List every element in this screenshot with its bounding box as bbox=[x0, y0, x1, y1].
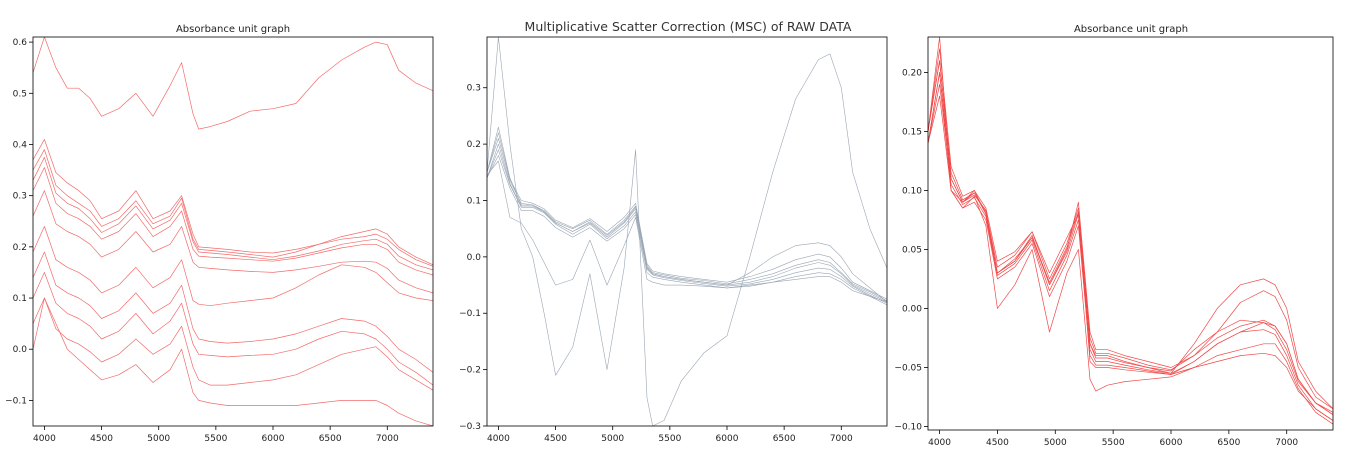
chart-2-x-tick-label: 7000 bbox=[830, 434, 853, 444]
chart-1-y-tick-label: −0.1 bbox=[5, 396, 27, 406]
chart-1-series-6 bbox=[33, 190, 433, 294]
chart-1-x-tick-label: 4500 bbox=[90, 434, 113, 444]
chart-3-x-axis: 4000 4500 5000 5500 6000 6500 7000 bbox=[928, 430, 1298, 448]
chart-2-series-5 bbox=[487, 155, 887, 306]
chart-3-y-tick-label: 0.10 bbox=[902, 186, 922, 196]
chart-1-x-tick-label: 5500 bbox=[204, 434, 227, 444]
chart-2-x-tick-label: 5500 bbox=[658, 434, 681, 444]
chart-1-series-2 bbox=[33, 139, 433, 267]
chart-2-series-8 bbox=[487, 160, 887, 303]
chart-1-series-1 bbox=[33, 37, 433, 130]
chart-2-y-axis: −0.3 −0.2 −0.1 0.0 0.1 0.2 0.3 bbox=[459, 84, 487, 432]
chart-3-y-tick-label: −0.05 bbox=[894, 363, 922, 373]
chart-3-series-group bbox=[928, 37, 1333, 425]
chart-3-series-5 bbox=[928, 95, 1333, 425]
chart-3-y-tick-label: 0.15 bbox=[902, 127, 922, 137]
chart-1-x-tick-label: 6500 bbox=[319, 434, 342, 444]
chart-3-x-tick-label: 5500 bbox=[1102, 438, 1125, 448]
chart-2-y-tick-label: 0.0 bbox=[467, 253, 482, 263]
chart-3-series-2 bbox=[928, 60, 1333, 410]
chart-1-x-tick-label: 4000 bbox=[33, 434, 56, 444]
chart-3-series-3 bbox=[928, 83, 1333, 421]
chart-1-y-tick-label: 0.5 bbox=[13, 89, 27, 99]
chart-1-series-5 bbox=[33, 167, 433, 276]
chart-3-x-tick-label: 7000 bbox=[1275, 438, 1298, 448]
chart-panel-1: Absorbance unit graph 4000 4500 5000 5500 60… bbox=[5, 24, 434, 444]
chart-3-x-tick-label: 6000 bbox=[1160, 438, 1183, 448]
chart-2-series-group bbox=[487, 37, 887, 426]
chart-1-y-tick-label: 0.1 bbox=[13, 294, 27, 304]
chart-2-x-axis: 4000 4500 5000 5500 6000 6500 7000 bbox=[487, 426, 853, 444]
chart-3-series-8 bbox=[928, 60, 1333, 413]
chart-2-title: Multiplicative Scatter Correction (MSC) … bbox=[525, 19, 852, 34]
chart-1-series-10 bbox=[33, 297, 433, 391]
chart-3-plot-frame bbox=[927, 36, 1334, 431]
chart-1-series-7 bbox=[33, 226, 433, 307]
chart-3-x-tick-label: 4500 bbox=[986, 438, 1009, 448]
chart-1-plot-frame bbox=[32, 36, 434, 427]
chart-2-y-tick-label: 0.3 bbox=[467, 84, 481, 94]
chart-1-y-tick-label: 0.4 bbox=[13, 140, 28, 150]
chart-1-y-tick-label: 0.0 bbox=[13, 345, 28, 355]
chart-2-x-tick-label: 6500 bbox=[773, 434, 796, 444]
chart-panel-3: Absorbance unit graph 4000 4500 5000 5500 60… bbox=[894, 24, 1334, 448]
chart-2-x-tick-label: 6000 bbox=[716, 434, 739, 444]
chart-1-y-axis: −0.1 0.0 0.1 0.2 0.3 0.4 0.5 0.6 bbox=[5, 38, 33, 406]
chart-2-series-1 bbox=[487, 143, 887, 303]
chart-3-series-1 bbox=[928, 72, 1333, 415]
chart-2-x-tick-label: 4500 bbox=[544, 434, 567, 444]
chart-1-x-axis: 4000 4500 5000 5500 6000 6500 7000 bbox=[33, 426, 399, 444]
chart-2-y-tick-label: −0.1 bbox=[459, 309, 481, 319]
chart-3-y-tick-label: 0.00 bbox=[902, 304, 922, 314]
chart-2-series-3 bbox=[487, 149, 887, 304]
chart-1-y-tick-label: 0.3 bbox=[13, 192, 27, 202]
chart-3-series-4 bbox=[928, 48, 1333, 410]
chart-3-x-tick-label: 5000 bbox=[1044, 438, 1067, 448]
chart-3-title: Absorbance unit graph bbox=[1074, 24, 1188, 35]
chart-2-x-tick-label: 4000 bbox=[487, 434, 510, 444]
chart-1-x-tick-label: 5000 bbox=[147, 434, 170, 444]
chart-3-y-tick-label: −0.10 bbox=[894, 422, 922, 432]
chart-2-series-6 bbox=[487, 126, 887, 303]
chart-3-x-tick-label: 4000 bbox=[928, 438, 951, 448]
chart-1-title: Absorbance unit graph bbox=[176, 24, 290, 35]
chart-1-series-11 bbox=[33, 297, 433, 426]
chart-2-series-2 bbox=[487, 138, 887, 302]
chart-2-y-tick-label: −0.3 bbox=[459, 422, 481, 432]
chart-3-y-tick-label: 0.20 bbox=[902, 68, 922, 78]
chart-2-y-tick-label: 0.2 bbox=[467, 140, 481, 150]
chart-2-series-4 bbox=[487, 132, 887, 300]
chart-3-y-axis: −0.10 −0.05 0.00 0.05 0.10 0.15 0.20 bbox=[894, 68, 928, 432]
chart-1-series-9 bbox=[33, 272, 433, 386]
chart-1-x-tick-label: 7000 bbox=[376, 434, 399, 444]
chart-1-series-3 bbox=[33, 149, 433, 266]
chart-1-series-4 bbox=[33, 156, 433, 271]
chart-2-series-7 bbox=[487, 37, 887, 426]
chart-1-y-tick-label: 0.2 bbox=[13, 243, 27, 253]
chart-3-x-tick-label: 6500 bbox=[1217, 438, 1240, 448]
chart-1-series-group bbox=[33, 37, 433, 426]
chart-panel-2: Multiplicative Scatter Correction (MSC) … bbox=[459, 19, 888, 444]
chart-1-series-8 bbox=[33, 251, 433, 373]
chart-3-series-7 bbox=[928, 72, 1333, 421]
chart-2-x-tick-label: 5000 bbox=[601, 434, 624, 444]
chart-2-plot-frame bbox=[486, 36, 888, 427]
chart-1-y-tick-label: 0.6 bbox=[13, 38, 28, 48]
chart-2-y-tick-label: 0.1 bbox=[467, 196, 481, 206]
chart-3-y-tick-label: 0.05 bbox=[902, 245, 922, 255]
chart-2-y-tick-label: −0.2 bbox=[459, 366, 481, 376]
chart-1-x-tick-label: 6000 bbox=[262, 434, 285, 444]
